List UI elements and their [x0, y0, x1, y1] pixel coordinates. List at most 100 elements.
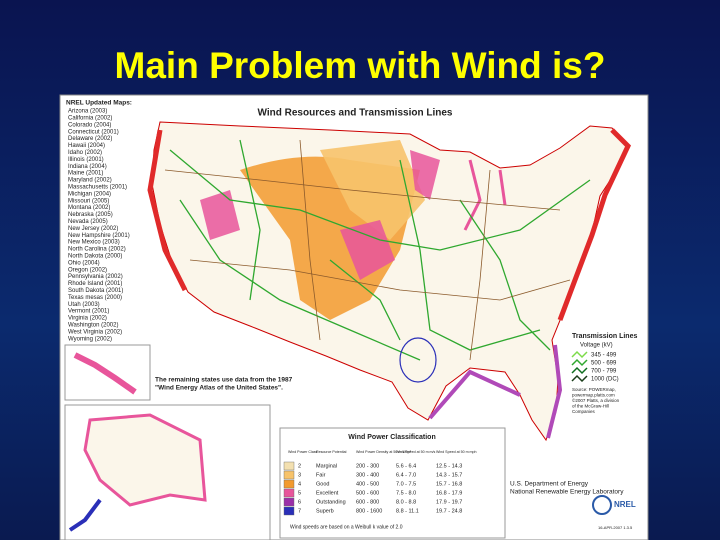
classification-header: Wind Speed at 50 m mph — [436, 450, 477, 454]
classification-cell: 12.5 - 14.3 — [436, 463, 462, 469]
transmission-swatch — [571, 374, 588, 383]
classification-cell: 16.8 - 17.9 — [436, 490, 462, 496]
classification-cell: 600 - 800 — [356, 499, 379, 505]
updated-state: Oregon (2002) — [68, 267, 107, 273]
coast-wind — [428, 344, 563, 439]
transmission-swatch — [571, 358, 588, 367]
classification-cell: Outstanding — [316, 499, 346, 505]
classification-cell: 800 - 1600 — [356, 508, 382, 514]
wind-region — [320, 140, 425, 240]
classification-cell: 500 - 600 — [356, 490, 379, 496]
coast-wind — [557, 128, 632, 321]
updated-state: Wyoming (2002) — [68, 336, 112, 342]
updated-state: Idaho (2002) — [68, 150, 102, 156]
classification-cell: 300 - 400 — [356, 472, 379, 478]
updated-state: West Virginia (2002) — [68, 329, 122, 335]
updated-state: Vermont (2001) — [68, 309, 109, 315]
transmission-label: 345 - 499 — [591, 353, 617, 359]
classification-cell: 14.3 - 15.7 — [436, 472, 462, 478]
updated-state: Missouri (2005) — [68, 198, 109, 204]
transmission-source: Source: POWERmap, — [572, 387, 616, 392]
updated-state: Ohio (2004) — [68, 260, 100, 266]
classification-cell: 7.5 - 8.0 — [396, 490, 416, 496]
classification-cell: 2 — [298, 463, 301, 469]
updated-state: Nebraska (2005) — [68, 212, 113, 218]
updated-state: Delaware (2002) — [68, 136, 112, 142]
updated-state: Maryland (2002) — [68, 178, 112, 184]
updated-state: Michigan (2004) — [68, 191, 111, 197]
updated-state: Washington (2002) — [68, 322, 118, 328]
transmission-source: powermap.platts.com — [572, 393, 615, 398]
classification-header: Wind Power Density at 50 m W/m² — [356, 450, 412, 454]
classification-cell: 200 - 300 — [356, 463, 379, 469]
classification-cell: Excellent — [316, 490, 339, 496]
classification-footnote: Wind speeds are based on a Weibull k val… — [290, 524, 403, 530]
class-swatch — [283, 461, 295, 471]
classification-header: Wind Power Class — [288, 450, 318, 454]
updated-state: North Carolina (2002) — [68, 247, 126, 253]
classification-cell: Marginal — [316, 463, 337, 469]
updated-state: New Hampshire (2001) — [68, 233, 130, 239]
transmission-subtitle: Voltage (kV) — [580, 343, 613, 349]
transmission-source: of the McGraw-Hill — [572, 404, 609, 409]
agency: U.S. Department of Energy — [510, 481, 589, 488]
updated-state: Arizona (2003) — [68, 109, 107, 115]
updated-state: North Dakota (2000) — [68, 253, 122, 259]
transmission-label: 700 - 799 — [591, 369, 617, 375]
classification-box — [279, 427, 506, 539]
transmission-swatch — [571, 350, 588, 359]
updated-state: Utah (2003) — [68, 302, 100, 308]
coast-wind — [147, 129, 188, 292]
updated-state: Texas mesas (2000) — [68, 295, 122, 301]
classification-cell: 6 — [298, 499, 301, 505]
class-swatch — [283, 497, 295, 507]
updated-state: New Jersey (2002) — [68, 226, 118, 232]
class-swatch — [283, 488, 295, 498]
updated-state: Maine (2001) — [68, 171, 103, 177]
classification-cell: 7 — [298, 508, 301, 514]
aleutians — [68, 498, 102, 532]
wind-region — [200, 150, 440, 280]
updated-state: California (2002) — [68, 115, 112, 121]
updated-state: Montana (2002) — [68, 205, 110, 211]
map-note: The remaining states use data from the 1… — [155, 377, 293, 384]
updated-state: Connecticut (2001) — [68, 129, 119, 135]
alaska-map — [83, 413, 207, 507]
classification-cell: 7.0 - 7.5 — [396, 481, 416, 487]
classification-cell: 8.8 - 11.1 — [396, 508, 419, 514]
classification-cell: Good — [316, 481, 329, 487]
updated-state: Illinois (2001) — [68, 157, 104, 163]
classification-cell: 5 — [298, 490, 301, 496]
updated-state: Massachusetts (2001) — [68, 184, 127, 190]
agency: National Renewable Energy Laboratory — [510, 489, 624, 496]
transmission-lines-low — [164, 139, 571, 361]
updated-state: Pennsylvania (2002) — [68, 274, 123, 280]
classification-cell: 4 — [298, 481, 301, 487]
classification-cell: Superb — [316, 508, 334, 514]
classification-cell: 8.0 - 8.8 — [396, 499, 416, 505]
highlight-circle — [399, 337, 437, 383]
map-date: 16-APR-2007 1.3.5 — [598, 525, 633, 530]
transmission-lines — [169, 139, 591, 361]
updated-state: Virginia (2002) — [68, 316, 107, 322]
hawaii-islands — [73, 352, 137, 395]
slide-title: Main Problem with Wind is? — [115, 45, 606, 86]
transmission-label: 1000 (DC) — [591, 377, 619, 383]
classification-cell: Fair — [316, 472, 326, 478]
class-swatch — [283, 506, 295, 516]
class-swatch — [283, 479, 295, 489]
updated-state: South Dakota (2001) — [68, 288, 123, 294]
updated-state: Hawaii (2004) — [68, 143, 105, 149]
classification-cell: 6.4 - 7.0 — [396, 472, 416, 478]
logo-ring — [592, 495, 612, 515]
classification-cell: 5.6 - 6.4 — [396, 463, 416, 469]
classification-title: Wind Power Classification — [348, 434, 435, 441]
classification-header: Wind Speed at 50 m m/s — [396, 450, 436, 454]
nrel-logo — [592, 495, 612, 515]
updated-state: New Mexico (2003) — [68, 240, 120, 246]
transmission-source: Companies — [572, 409, 596, 414]
classification-cell: 19.7 - 24.8 — [436, 508, 462, 514]
class-swatch — [283, 470, 295, 480]
transmission-source: ©2007 Platts, a division — [572, 397, 620, 403]
